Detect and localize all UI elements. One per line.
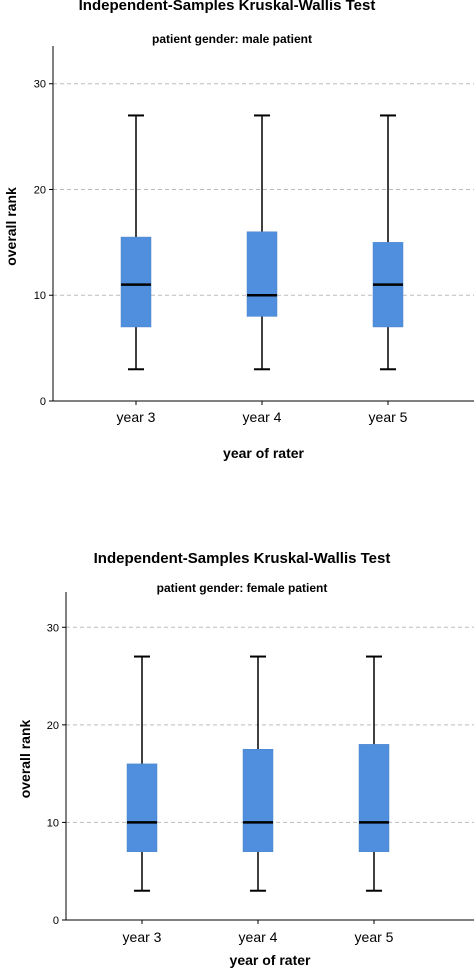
- box-2: [246, 231, 278, 317]
- x-category-label: year 5: [355, 929, 394, 945]
- y-tick-label: 0: [40, 396, 46, 408]
- box-2: [242, 748, 274, 852]
- chart-panel-female: Independent-Samples Kruskal-Wallis Test …: [0, 540, 474, 978]
- x-category-label: year 5: [369, 409, 408, 425]
- boxplot-male: 0 10 20 30 year 3 year 4 year 5 year of rater ov…: [3, 46, 474, 461]
- y-tick-label: 30: [47, 622, 59, 634]
- x-axis-label: year of rater: [230, 952, 311, 968]
- chart-subtitle: patient gender: male patient: [151, 32, 313, 46]
- y-axis-label: overall rank: [3, 187, 19, 266]
- box-3: [358, 744, 390, 852]
- chart-panel-male: Independent-Samples Kruskal-Wallis Test …: [0, 0, 474, 470]
- chart-subtitle: patient gender: female patient: [156, 581, 328, 595]
- y-tick-label: 30: [34, 79, 46, 91]
- x-category-label: year 3: [123, 929, 162, 945]
- y-tick-label: 0: [53, 915, 59, 927]
- y-tick-label: 10: [47, 817, 59, 829]
- x-axis-label: year of rater: [223, 445, 304, 461]
- x-category-label: year 4: [243, 409, 282, 425]
- y-tick-label: 10: [34, 290, 46, 302]
- x-category-label: year 4: [239, 929, 278, 945]
- box-1: [120, 236, 152, 328]
- box-1: [126, 763, 158, 852]
- y-axis-label: overall rank: [17, 719, 33, 798]
- y-tick-label: 20: [34, 184, 46, 196]
- chart-title: Independent-Samples Kruskal-Wallis Test: [78, 0, 376, 14]
- x-category-label: year 3: [117, 409, 156, 425]
- boxplot-female: 0 10 20 30 year 3 year 4 year 5 year of rater ov…: [17, 592, 474, 968]
- chart-title: Independent-Samples Kruskal-Wallis Test: [93, 550, 391, 567]
- y-tick-label: 20: [47, 720, 59, 732]
